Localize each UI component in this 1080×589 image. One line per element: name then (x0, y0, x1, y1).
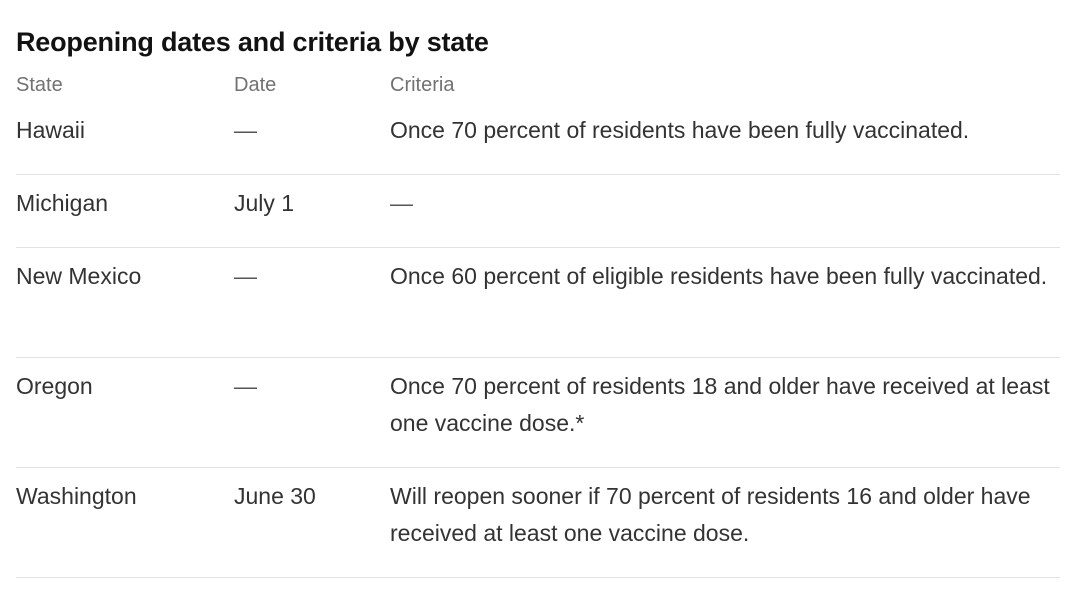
criteria-cell: Will reopen sooner if 70 percent of resi… (390, 483, 1031, 546)
table-header-row: State Date Criteria (16, 72, 1060, 102)
table-row: Washington June 30 Will reopen sooner if… (16, 468, 1060, 578)
criteria-cell: Once 70 percent of residents 18 and olde… (390, 373, 1050, 436)
column-header-date: Date (234, 74, 277, 96)
table-row: New Mexico — Once 60 percent of eligible… (16, 248, 1060, 358)
column-header-criteria: Criteria (390, 74, 455, 96)
criteria-cell: — (390, 190, 413, 216)
state-cell: New Mexico (16, 263, 142, 289)
state-cell: Michigan (16, 190, 109, 216)
reopening-table: State Date Criteria Hawaii — Once 70 per… (16, 72, 1060, 578)
column-header-state: State (16, 74, 63, 96)
table-row: Oregon — Once 70 percent of residents 18… (16, 358, 1060, 468)
state-cell: Oregon (16, 373, 93, 399)
date-cell: July 1 (234, 190, 295, 216)
state-cell: Washington (16, 483, 137, 509)
table-row: Hawaii — Once 70 percent of residents ha… (16, 102, 1060, 175)
criteria-cell: Once 70 percent of residents have been f… (390, 117, 970, 143)
table-row: Michigan July 1 — (16, 175, 1060, 248)
date-cell: — (234, 373, 257, 399)
state-cell: Hawaii (16, 117, 86, 143)
criteria-cell: Once 60 percent of eligible residents ha… (390, 263, 1048, 289)
date-cell: — (234, 117, 257, 143)
table-title: Reopening dates and criteria by state (16, 27, 489, 57)
date-cell: June 30 (234, 483, 316, 509)
date-cell: — (234, 263, 257, 289)
